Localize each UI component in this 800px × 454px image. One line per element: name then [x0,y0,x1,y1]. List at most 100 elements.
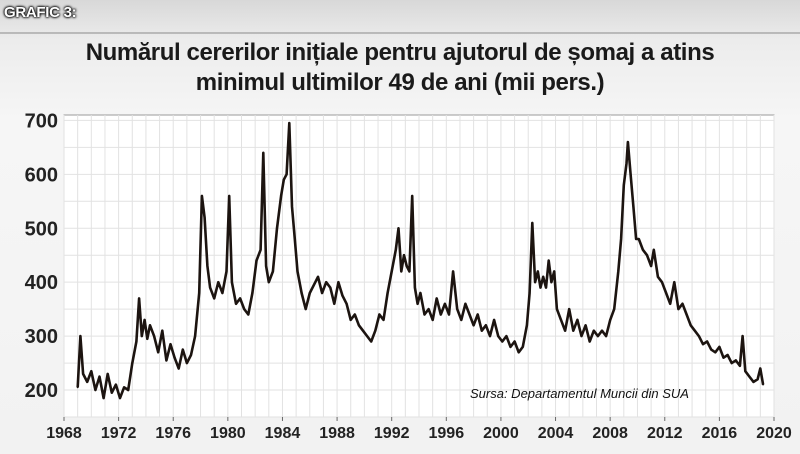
data-point [517,351,520,354]
data-point [239,297,242,300]
data-point [119,397,121,400]
data-point [329,286,332,289]
data-point [756,378,759,381]
data-point [190,354,192,356]
x-tick-label: 2020 [756,425,792,442]
data-point [423,313,426,316]
data-point [153,335,156,338]
data-point [657,275,659,278]
data-point [534,281,536,284]
data-point [635,238,637,240]
data-point [94,389,97,391]
data-point [584,324,587,327]
data-point [476,313,479,316]
data-point [317,275,319,278]
data-point [127,389,130,391]
data-point [131,362,134,364]
y-tick-label: 300 [25,326,58,348]
data-point [288,122,291,124]
data-point [143,319,146,321]
data-point [403,254,405,257]
data-point [480,329,483,332]
data-point [209,286,211,289]
data-point [400,270,403,273]
y-tick-label: 600 [25,164,58,186]
data-point [217,281,220,284]
chart-tag: GRAFIC 3: [4,4,77,21]
data-point [203,216,206,219]
data-point [706,340,708,343]
data-point [251,292,254,294]
data-point [431,319,434,321]
y-tick-label: 200 [25,380,58,402]
data-point [693,329,696,332]
data-point [308,292,311,294]
data-point [637,238,640,240]
data-point [79,335,82,338]
data-point [194,335,196,338]
data-point [456,308,459,311]
data-point [140,335,143,338]
data-point [748,375,751,378]
data-point [576,319,579,321]
data-point [206,265,209,267]
data-point [741,335,744,338]
data-point [161,329,164,332]
data-point [489,335,491,338]
data-point [605,335,607,338]
data-point [698,335,700,338]
data-point [185,362,188,364]
data-point [102,397,105,400]
data-point [165,359,168,362]
data-point [247,313,250,316]
data-point [665,292,668,294]
data-point [181,348,184,351]
data-point [730,362,733,364]
data-point [362,329,364,332]
data-point [596,335,599,338]
x-tick-label: 1988 [319,425,355,442]
data-point [282,178,285,181]
x-tick-label: 2008 [592,425,628,442]
data-point [243,308,246,311]
x-tick-label: 2016 [702,425,738,442]
data-point [300,292,303,294]
data-point [435,297,438,300]
data-point [337,281,340,284]
data-point [123,386,125,389]
data-point [472,324,475,327]
data-point [622,184,625,187]
data-point [588,340,591,343]
data-point [353,313,356,316]
data-point [485,324,487,327]
data-point [629,173,632,176]
source-note: Sursa: Departamentul Muncii din SUA [470,386,689,401]
data-point [146,337,149,340]
data-point [272,270,274,273]
data-point [620,238,622,240]
data-point [267,281,270,284]
data-point [386,292,389,294]
gridlines [63,115,775,418]
x-tick-label: 2012 [647,425,683,442]
data-point [580,335,583,338]
data-point [592,329,595,332]
data-point [341,294,344,297]
data-point [661,281,663,284]
data-point [625,162,628,165]
data-point [397,227,400,230]
data-point [321,292,323,294]
data-point [358,324,360,327]
chart-title: Numărul cererilor inițiale pentru ajutor… [0,38,800,98]
y-tick-label: 500 [25,218,58,240]
x-tick-label: 1992 [374,425,410,442]
data-point [408,270,411,273]
data-point [702,343,704,346]
data-point [601,329,603,332]
data-point [98,375,101,378]
data-point [149,324,151,327]
data-point [632,205,635,208]
data-point [501,340,504,343]
data-point [157,351,160,354]
data-point [90,370,93,373]
